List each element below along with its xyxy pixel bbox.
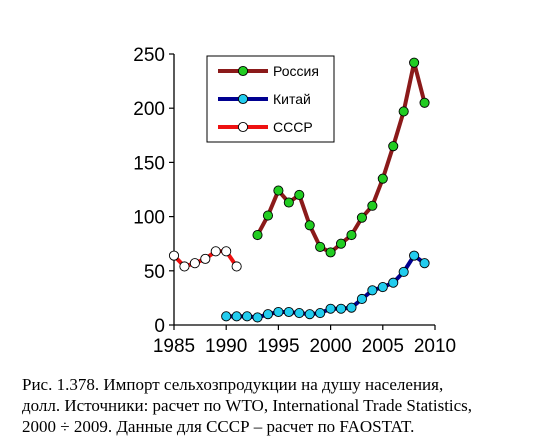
legend: Россия Китай СССР xyxy=(206,55,335,143)
line-chart: 0 50 100 150 200 250 1985 1990 1995 2000 2005 2010… xyxy=(133,45,456,357)
data-point xyxy=(419,258,430,269)
x-tick-label: 2010 xyxy=(414,336,456,357)
legend-marker xyxy=(237,65,249,77)
data-point xyxy=(304,309,315,320)
data-point xyxy=(367,285,378,296)
data-point xyxy=(273,306,284,318)
y-tick-label: 200 xyxy=(133,99,165,120)
data-point xyxy=(409,57,420,68)
y-tick-label: 150 xyxy=(133,153,165,174)
data-point xyxy=(221,246,232,257)
data-point xyxy=(356,293,367,305)
y-tick-label: 100 xyxy=(133,208,165,229)
legend-marker xyxy=(237,121,249,133)
figure-caption: Рис. 1.378. Импорт сельхозпродукции на д… xyxy=(22,374,532,437)
data-point xyxy=(273,185,284,196)
y-tick-label: 50 xyxy=(144,262,165,283)
plot-area xyxy=(173,54,435,326)
data-point xyxy=(168,250,180,261)
data-point xyxy=(388,277,399,288)
legend-label: СССР xyxy=(273,119,313,135)
series-2 xyxy=(168,246,242,272)
x-tick-label: 1985 xyxy=(153,336,195,357)
data-point xyxy=(388,141,399,152)
legend-item: Россия xyxy=(218,63,319,79)
series-layer xyxy=(168,57,430,323)
legend-label: Китай xyxy=(273,91,311,107)
series-0 xyxy=(252,57,430,258)
data-point xyxy=(210,246,221,257)
x-axis: 1985 1990 1995 2000 2005 2010 xyxy=(153,325,456,357)
y-tick-label: 250 xyxy=(133,45,165,66)
data-point xyxy=(221,311,232,322)
data-point xyxy=(252,312,263,323)
x-tick-label: 1995 xyxy=(257,336,299,357)
x-tick-label: 1990 xyxy=(205,336,247,357)
data-point xyxy=(325,247,336,258)
caption-line-3: 2000 ÷ 2009. Данные для СССР – расчет по… xyxy=(22,417,415,436)
x-tick-label: 2000 xyxy=(309,336,351,357)
data-point xyxy=(283,306,294,318)
data-point xyxy=(346,229,357,241)
legend-item: СССР xyxy=(218,119,313,135)
data-point xyxy=(315,241,326,253)
series-1 xyxy=(221,250,430,323)
data-point xyxy=(294,308,305,319)
data-point xyxy=(231,311,242,322)
data-point xyxy=(252,229,263,241)
caption-line-1: Рис. 1.378. Импорт сельхозпродукции на д… xyxy=(22,375,444,394)
data-point xyxy=(262,309,274,320)
data-point xyxy=(367,200,378,211)
data-point xyxy=(231,261,242,272)
data-point xyxy=(242,311,253,322)
data-point xyxy=(315,308,326,319)
legend-label: Россия xyxy=(273,63,319,79)
data-point xyxy=(304,220,315,231)
x-tick-label: 2005 xyxy=(362,336,404,357)
y-axis: 0 50 100 150 200 250 xyxy=(133,45,174,337)
legend-marker xyxy=(237,93,249,105)
data-point xyxy=(179,261,190,272)
legend-item: Китай xyxy=(218,91,311,107)
data-point xyxy=(189,258,200,269)
data-point xyxy=(262,210,274,221)
data-point xyxy=(346,302,357,313)
data-point xyxy=(335,238,347,249)
data-point xyxy=(335,303,347,314)
data-point xyxy=(377,282,388,293)
caption-line-2: долл. Источники: расчет по WTO, Internat… xyxy=(22,396,473,415)
data-point xyxy=(398,106,409,117)
data-point xyxy=(356,212,367,223)
data-point xyxy=(398,266,409,277)
data-point xyxy=(419,97,430,108)
y-tick-label: 0 xyxy=(154,316,165,337)
data-point xyxy=(200,253,211,264)
data-point xyxy=(294,189,305,200)
data-point xyxy=(283,197,294,208)
data-point xyxy=(409,250,420,261)
data-point xyxy=(377,173,388,184)
data-point xyxy=(325,303,336,314)
